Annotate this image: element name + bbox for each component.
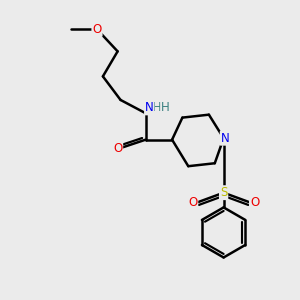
Text: N: N (221, 132, 230, 145)
Text: O: O (188, 196, 197, 209)
Text: O: O (113, 142, 122, 155)
Text: O: O (92, 23, 102, 36)
Text: S: S (220, 186, 227, 199)
Text: H: H (161, 101, 170, 114)
Text: O: O (250, 196, 259, 209)
Text: N: N (145, 101, 154, 114)
Text: NH: NH (145, 101, 163, 114)
